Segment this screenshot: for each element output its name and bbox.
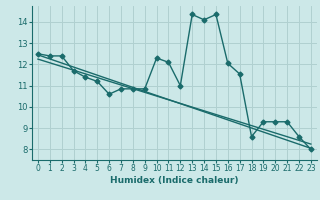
X-axis label: Humidex (Indice chaleur): Humidex (Indice chaleur) [110, 176, 239, 185]
